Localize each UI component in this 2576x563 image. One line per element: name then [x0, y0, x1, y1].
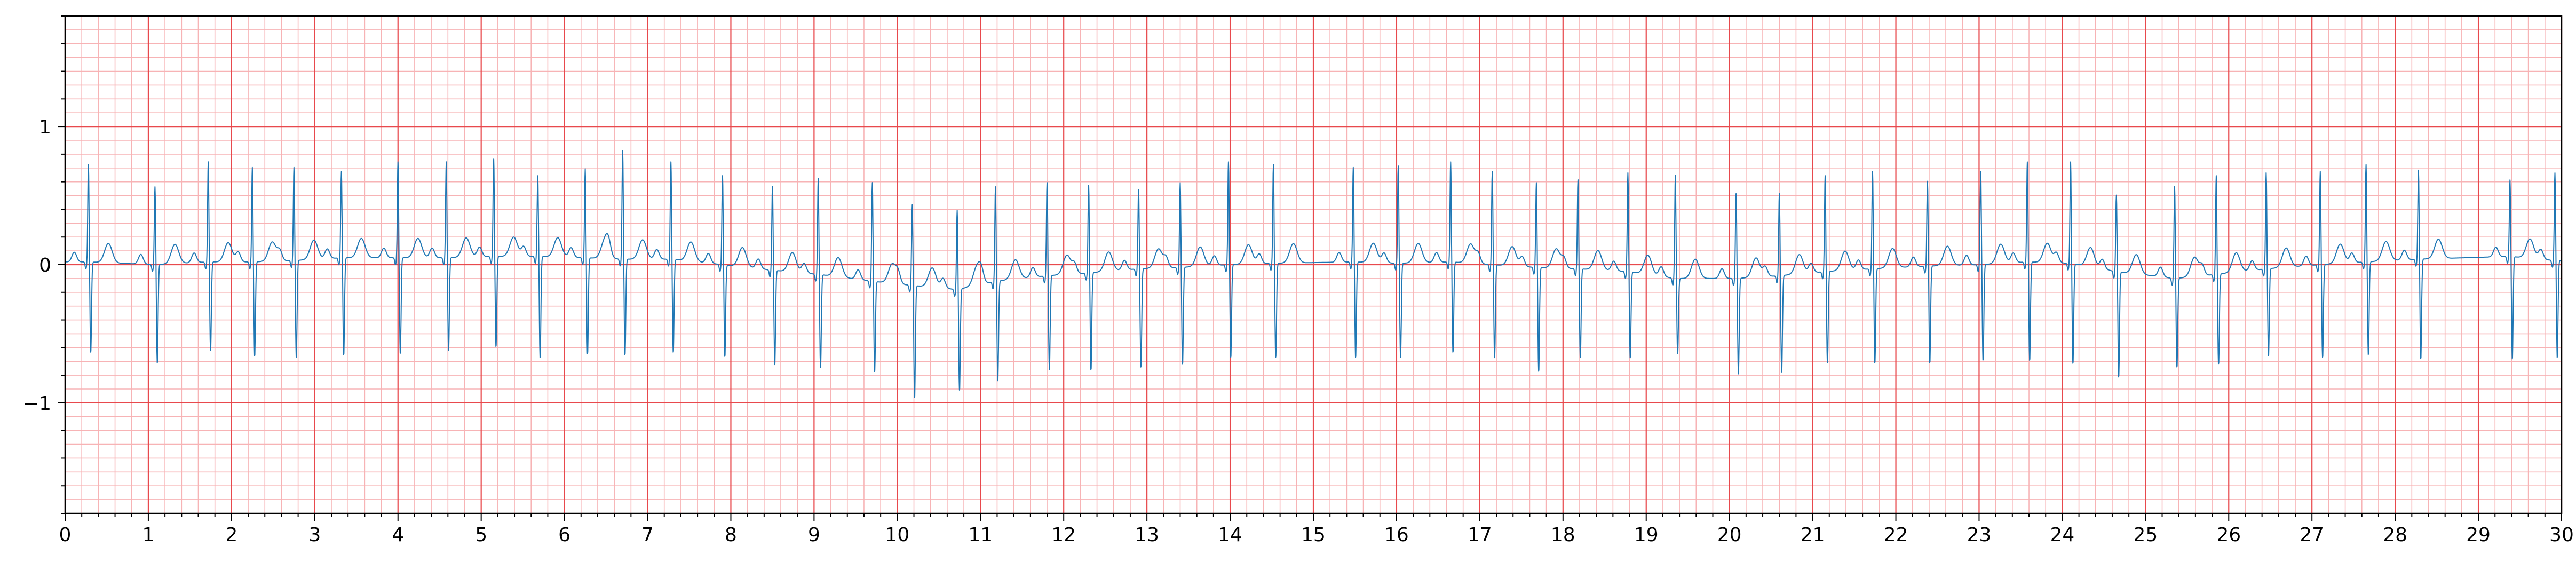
x-tick-label: 11 — [968, 524, 993, 546]
x-tick-label: 12 — [1051, 524, 1076, 546]
x-tick-label: 26 — [2216, 524, 2241, 546]
y-tick-label: −1 — [23, 393, 51, 415]
x-tick-label: 10 — [885, 524, 909, 546]
x-tick-label: 1 — [142, 524, 154, 546]
plot-area — [64, 15, 2563, 514]
x-tick-label: 29 — [2466, 524, 2491, 546]
x-tick-label: 6 — [558, 524, 570, 546]
x-tick-label: 18 — [1551, 524, 1575, 546]
x-tick-label: 20 — [1717, 524, 1742, 546]
x-tick-label: 14 — [1218, 524, 1242, 546]
y-tick-label: 1 — [39, 116, 51, 138]
x-tick-label: 0 — [59, 524, 72, 546]
x-tick-label: 24 — [2050, 524, 2074, 546]
x-tick-label: 13 — [1135, 524, 1159, 546]
x-tick-label: 27 — [2300, 524, 2324, 546]
y-axis: −1 0 1 — [23, 15, 65, 514]
x-tick-label: 22 — [1884, 524, 1908, 546]
x-tick-label: 21 — [1801, 524, 1825, 546]
x-tick-label: 15 — [1301, 524, 1326, 546]
major-grid — [64, 16, 2563, 513]
x-tick-label: 25 — [2133, 524, 2158, 546]
y-tick-label: 0 — [39, 255, 51, 276]
x-tick-label: 7 — [641, 524, 654, 546]
x-axis: 0 1 2 3 4 5 6 7 8 9 10 11 12 13 14 15 16 17 18 19 20 21 22 23 24… — [59, 513, 2574, 546]
x-tick-label: 2 — [225, 524, 237, 546]
x-tick-label: 30 — [2549, 524, 2574, 546]
x-tick-label: 19 — [1634, 524, 1659, 546]
x-tick-label: 3 — [308, 524, 321, 546]
x-tick-label: 4 — [392, 524, 404, 546]
x-tick-label: 17 — [1468, 524, 1492, 546]
x-tick-label: 28 — [2383, 524, 2407, 546]
x-tick-label: 5 — [475, 524, 487, 546]
x-tick-label: 23 — [1967, 524, 1992, 546]
x-tick-label: 9 — [808, 524, 820, 546]
ecg-trace-line — [65, 150, 2562, 398]
x-tick-label: 8 — [725, 524, 737, 546]
x-tick-label: 16 — [1384, 524, 1409, 546]
